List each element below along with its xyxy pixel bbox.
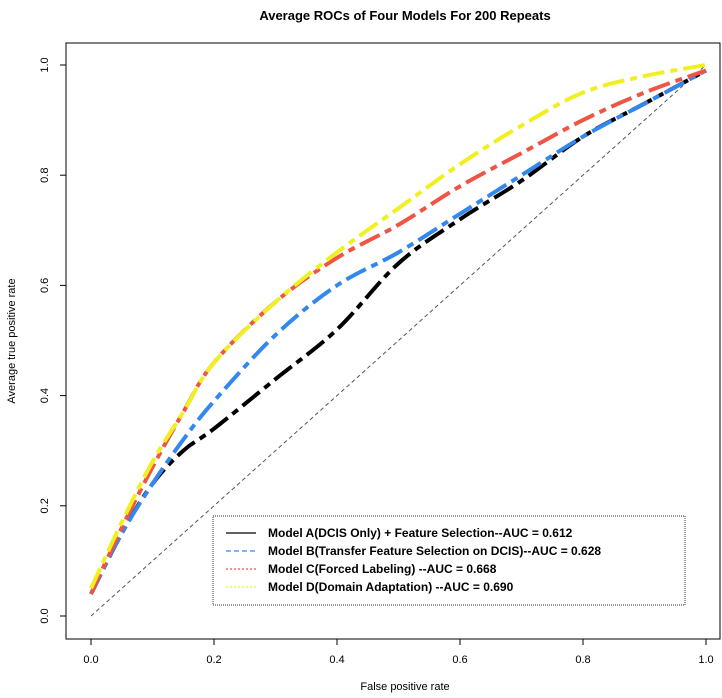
x-axis-label: False positive rate <box>360 681 449 693</box>
legend-label-model-a: Model A(DCIS Only) + Feature Selection--… <box>268 526 573 540</box>
x-tick-label: 0.4 <box>329 654 344 666</box>
x-tick-label: 0.6 <box>452 654 467 666</box>
legend-label-model-c: Model C(Forced Labeling) --AUC = 0.668 <box>268 562 497 576</box>
y-tick-label: 1.0 <box>39 57 51 72</box>
model-d-curve <box>89 63 707 590</box>
y-tick-label: 0.0 <box>39 608 51 623</box>
y-tick-label: 0.6 <box>39 278 51 293</box>
model-b-curve <box>89 68 707 595</box>
axes: 0.0 0.2 0.4 0.6 0.8 1.0 0.0 0.2 0.4 0.6 0.8 1.0 <box>39 57 714 666</box>
reference-diagonal-line <box>90 64 707 617</box>
x-tick-label: 0.8 <box>575 654 590 666</box>
model-c-curve <box>89 68 707 595</box>
plot-frame <box>65 42 721 640</box>
x-tick-label: 1.0 <box>698 654 713 666</box>
legend: Model A(DCIS Only) + Feature Selection--… <box>212 515 686 606</box>
legend-label-model-d: Model D(Domain Adaptation) --AUC = 0.690 <box>268 580 514 594</box>
x-tick-label: 0.0 <box>83 654 98 666</box>
model-a-curve <box>89 68 707 595</box>
chart-title: Average ROCs of Four Models For 200 Repe… <box>259 8 550 23</box>
x-tick-label: 0.2 <box>206 654 221 666</box>
y-tick-label: 0.8 <box>39 168 51 183</box>
y-tick-label: 0.2 <box>39 498 51 513</box>
legend-box <box>212 515 686 606</box>
y-tick-label: 0.4 <box>39 388 51 403</box>
legend-label-model-b: Model B(Transfer Feature Selection on DC… <box>268 544 601 558</box>
series-layer <box>89 63 707 617</box>
y-axis-label: Average true positive rate <box>6 278 18 403</box>
